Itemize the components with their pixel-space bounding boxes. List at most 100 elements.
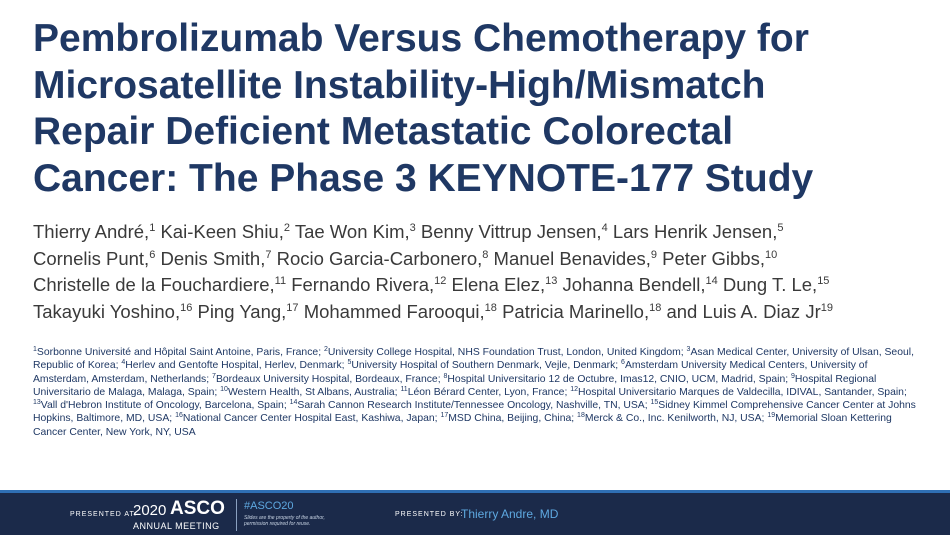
affiliation-text: Asan Medical Center, University of Ulsan… (33, 347, 914, 372)
affiliation-text: Hospital Regional Universitario de Malag… (33, 373, 877, 398)
author-affiliation-number: 16 (180, 301, 193, 314)
author-affiliation-number: 18 (484, 301, 497, 314)
author-affiliation-number: 17 (286, 301, 299, 314)
author-name: Dung T. Le, (722, 274, 818, 295)
affiliation-number: 19 (767, 412, 776, 420)
affiliation-number: 3 (686, 346, 691, 353)
author-name: Patricia Marinello, (502, 300, 650, 322)
affiliation-number: 2 (323, 346, 328, 353)
author-affiliation-number: 12 (434, 275, 447, 287)
affiliation-text: Léon Bérard Center, Lyon, France; (407, 386, 568, 398)
affiliation-number: 12 (570, 385, 579, 393)
affiliation-number: 18 (577, 412, 585, 420)
author-affiliation-number: 10 (764, 248, 778, 261)
annual-meeting: ANNUAL MEETING (133, 521, 220, 531)
presented-by-label: PRESENTED BY: (395, 511, 464, 518)
author-name: Denis Smith, (160, 247, 266, 269)
author-affiliation-number: 18 (649, 301, 662, 314)
author-name: Peter Gibbs, (662, 247, 765, 269)
presented-at-label: PRESENTED AT: (70, 511, 137, 518)
author-affiliation-number: 7 (265, 248, 272, 261)
author-name: Rocio Garcia-Carbonero, (276, 247, 483, 269)
author-affiliation-number: 15 (817, 275, 830, 287)
asco-logo: ASCO (170, 498, 225, 519)
author-affiliation-number: 11 (274, 275, 287, 287)
divider (236, 499, 237, 531)
footer: PRESENTED AT: 2020 ASCO ANNUAL MEETING #… (0, 490, 950, 535)
affiliation-text: Sarah Cannon Research Institute/Tennesse… (297, 400, 648, 412)
author-affiliation-number: 8 (482, 248, 489, 261)
author-name: Fernando Rivera, (291, 274, 435, 295)
affiliation-text: Herlev and Gentofte Hospital, Herlev, De… (125, 360, 345, 372)
author-line: Cornelis Punt,6 Denis Smith,7 Rocio Garc… (33, 246, 943, 273)
affiliation-text: Memorial Sloan Kettering Cancer Center, … (33, 413, 892, 438)
author-affiliation-number: 5 (777, 222, 784, 234)
author-affiliation-number: 13 (545, 275, 558, 287)
affiliation-text: Hospital Universitario Marques de Valdec… (578, 386, 907, 398)
affiliation-number: 4 (121, 359, 126, 367)
author-line: Thierry André,1 Kai-Keen Shiu,2 Tae Won … (33, 219, 943, 246)
affiliation-text: Amsterdam University Medical Centers, Un… (33, 360, 868, 385)
author-name: Benny Vittrup Jensen, (420, 221, 602, 242)
author-affiliation-number: 14 (705, 275, 718, 287)
affiliation-text: University College Hospital, NHS Foundat… (327, 347, 684, 358)
affiliation-number: 9 (791, 372, 795, 380)
author-name: Christelle de la Fouchardiere, (33, 274, 275, 295)
affiliation-text: University Hospital of Southern Denmark,… (351, 360, 619, 372)
author-name: Lars Henrik Jensen, (612, 221, 778, 242)
author-name: and Luis A. Diaz Jr (666, 300, 821, 322)
title-line: Cancer: The Phase 3 KEYNOTE-177 Study (33, 156, 814, 200)
affiliation-number: 10 (220, 385, 228, 393)
author-affiliation-number: 19 (820, 301, 833, 314)
title-line: Repair Deficient Metastatic Colorectal (33, 110, 734, 153)
title: Pembrolizumab Versus Chemotherapy for Mic… (33, 16, 943, 202)
author-name: Tae Won Kim, (294, 221, 410, 242)
author-name: Elena Elez, (451, 274, 546, 295)
authors: Thierry André,1 Kai-Keen Shiu,2 Tae Won … (33, 219, 943, 325)
affiliation-text: Hospital Universitario 12 de Octubre, Im… (447, 373, 789, 385)
notice-line: Slides are the property of the author, (244, 515, 325, 521)
affiliation-text: Merck & Co., Inc. Kenilworth, NJ, USA; (584, 413, 765, 425)
affiliation-number: 6 (621, 359, 625, 367)
affiliations: 1Sorbonne Université and Hôpital Saint A… (33, 346, 918, 439)
affiliation-text: Sorbonne Université and Hôpital Saint An… (36, 347, 322, 358)
affiliation-number: 17 (440, 412, 449, 420)
presenter: Thierry Andre, MD (461, 507, 559, 521)
author-name: Manuel Benavides, (493, 247, 651, 269)
author-name: Thierry André, (33, 221, 150, 242)
author-affiliation-number: 1 (149, 222, 156, 234)
author-name: Kai-Keen Shiu, (160, 221, 284, 242)
title-line: Pembrolizumab Versus Chemotherapy for (33, 17, 809, 60)
author-affiliation-number: 6 (149, 248, 156, 261)
affiliation-number: 14 (289, 399, 298, 407)
affiliation-text: Western Health, St Albans, Australia; (227, 386, 398, 398)
affiliation-text: MSD China, Beijing, China; (448, 413, 575, 425)
affiliation-text: National Cancer Center Hospital East, Ka… (182, 413, 438, 425)
author-name: Mohammed Farooqui, (303, 300, 485, 322)
affiliation-number: 8 (443, 372, 448, 380)
author-name: Takayuki Yoshino, (33, 300, 181, 322)
author-name: Ping Yang, (197, 300, 287, 322)
affiliation-number: 5 (347, 359, 352, 367)
author-affiliation-number: 3 (409, 222, 416, 234)
author-name: Cornelis Punt, (33, 247, 150, 269)
asco-year: 2020 (133, 502, 167, 519)
affiliation-number: 1 (33, 346, 37, 353)
author-line: Christelle de la Fouchardiere,11 Fernand… (33, 272, 943, 299)
affiliation-text: Bordeaux University Hospital, Bordeaux, … (215, 373, 441, 385)
affiliation-number: 11 (400, 385, 408, 393)
affiliation-text: Vall d'Hebron Institute of Oncology, Bar… (40, 400, 287, 412)
title-line: Microsatellite Instability-High/Mismatch (33, 63, 766, 107)
author-line: Takayuki Yoshino,16 Ping Yang,17 Mohamme… (33, 299, 943, 326)
hashtag: #ASCO20 (244, 500, 294, 512)
notice-line: permission required for reuse. (244, 521, 311, 527)
author-affiliation-number: 9 (650, 248, 658, 261)
author-name: Johanna Bendell, (562, 274, 706, 295)
affiliation-number: 7 (212, 372, 216, 380)
affiliation-number: 16 (175, 412, 183, 420)
affiliation-number: 13 (33, 399, 41, 407)
affiliation-text: Sidney Kimmel Comprehensive Cancer Cente… (33, 400, 916, 425)
author-affiliation-number: 4 (601, 222, 608, 234)
author-affiliation-number: 2 (283, 222, 290, 234)
